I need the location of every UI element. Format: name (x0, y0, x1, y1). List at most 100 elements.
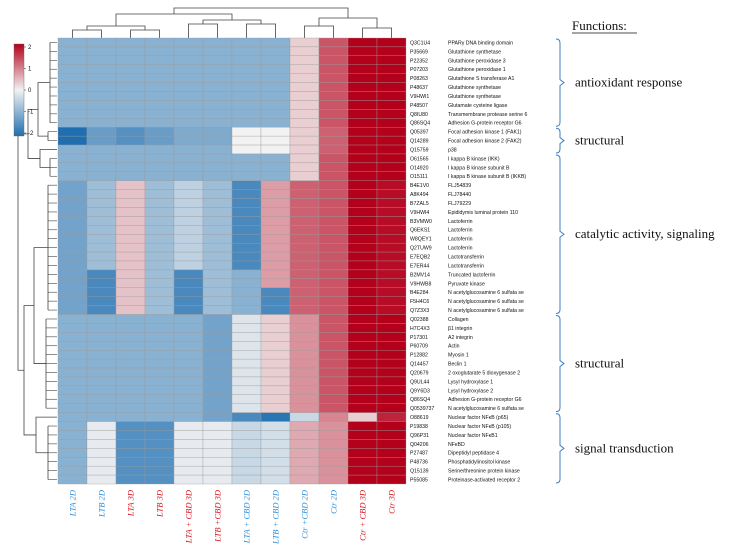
heatmap-cell (289, 144, 320, 155)
heatmap-cell (202, 305, 233, 315)
heatmap-cell (86, 421, 117, 431)
heatmap-cell (202, 278, 233, 288)
heatmap-cell (202, 260, 233, 271)
heatmap-cell (144, 225, 175, 235)
heatmap-cell (144, 216, 175, 226)
heatmap-cell (376, 82, 407, 92)
row-label-id: B4E1V0 (410, 183, 429, 189)
heatmap-cell (376, 474, 407, 485)
heatmap-cell (173, 180, 204, 190)
heatmap-cell (260, 225, 291, 235)
row-label-id: O14920 (410, 165, 429, 171)
row-label-id: Q96P31 (410, 433, 429, 439)
heatmap-cell (347, 162, 378, 172)
heatmap-cell (347, 412, 378, 422)
heatmap-cell (376, 358, 407, 369)
heatmap-cell (231, 189, 262, 199)
heatmap-cell (231, 118, 262, 128)
heatmap-cell (202, 412, 233, 422)
heatmap-cell (376, 421, 407, 431)
heatmap-cell (318, 198, 349, 208)
heatmap-cell (289, 412, 320, 422)
heatmap-cell (57, 180, 88, 190)
heatmap-cell (231, 367, 262, 378)
heatmap-cell (289, 251, 320, 262)
heatmap-cell (144, 403, 175, 413)
heatmap-cell (289, 376, 320, 387)
heatmap-cell (57, 314, 88, 324)
heatmap-cell (376, 269, 407, 280)
row-label-id: Q14457 (410, 362, 429, 368)
heatmap-cell (57, 465, 88, 476)
group-label: structural (575, 356, 624, 371)
row-label-id: P08263 (410, 76, 428, 82)
heatmap-cell (86, 162, 117, 172)
heatmap-cell (347, 82, 378, 92)
heatmap-cell (318, 207, 349, 217)
heatmap-cell (231, 260, 262, 271)
heatmap-cell (115, 37, 146, 48)
heatmap-cell (231, 269, 262, 280)
heatmap-cell (115, 314, 146, 324)
heatmap-cell (57, 73, 88, 83)
heatmap-cell (115, 144, 146, 155)
heatmap-cell (376, 216, 407, 226)
heatmap-cell (318, 64, 349, 74)
heatmap-cell (376, 135, 407, 146)
heatmap-cell (173, 412, 204, 422)
heatmap-cell (86, 341, 117, 351)
row-labels: Q3C1U4 PPARγ DNA binding domain P35669 Glut… (410, 40, 528, 483)
heatmap-cell (260, 448, 291, 458)
row-label-name: Adhesion G-protein receptor G6 (448, 121, 522, 127)
heatmap-cell (144, 278, 175, 288)
heatmap-cell (86, 100, 117, 110)
heatmap-cell (347, 46, 378, 57)
heatmap-cell (86, 367, 117, 378)
heatmap-cell (86, 216, 117, 226)
heatmap-cell (318, 394, 349, 404)
heatmap-cell (173, 198, 204, 208)
heatmap-cell (173, 448, 204, 458)
heatmap-cell (347, 73, 378, 83)
heatmap-cell (202, 332, 233, 342)
heatmap-cell (115, 153, 146, 164)
heatmap-cell (289, 430, 320, 440)
column-label: Ctr +CBD 2D (300, 489, 310, 539)
heatmap-cell (260, 457, 291, 467)
heatmap-cell (173, 269, 204, 280)
heatmap-cell (173, 234, 204, 244)
functions-title: Functions: (572, 18, 627, 33)
heatmap-cell (289, 55, 320, 65)
row-label-name: Lysyl hydroxylase 2 (448, 388, 493, 394)
row-label-name: FLJ78440 (448, 192, 471, 198)
column-label: Ctr + CBD 3D (358, 489, 368, 541)
heatmap-cell (231, 394, 262, 404)
heatmap-cell (144, 376, 175, 387)
heatmap-cell (173, 332, 204, 342)
heatmap-cell (376, 332, 407, 342)
heatmap-cell (289, 287, 320, 297)
heatmap-cell (144, 350, 175, 360)
heatmap-cell (173, 341, 204, 351)
heatmap-cell (115, 430, 146, 440)
column-label: Ctr 2D (329, 489, 339, 514)
group-bracket (555, 127, 565, 154)
heatmap-cell (376, 109, 407, 119)
heatmap-cell (318, 385, 349, 395)
heatmap-cell (202, 198, 233, 208)
heatmap-cell (86, 358, 117, 369)
heatmap-cell (202, 162, 233, 172)
heatmap-cell (289, 207, 320, 217)
heatmap-cell (289, 260, 320, 271)
heatmap-cell (57, 91, 88, 101)
heatmap-cell (260, 135, 291, 146)
heatmap-cell (289, 216, 320, 226)
heatmap-cell (57, 189, 88, 199)
heatmap-cell (86, 171, 117, 181)
heatmap-cell (173, 314, 204, 324)
heatmap-cell (202, 457, 233, 467)
heatmap-cell (115, 135, 146, 146)
heatmap-cell (144, 341, 175, 351)
heatmap-cell (347, 457, 378, 467)
heatmap-cell (86, 127, 117, 137)
